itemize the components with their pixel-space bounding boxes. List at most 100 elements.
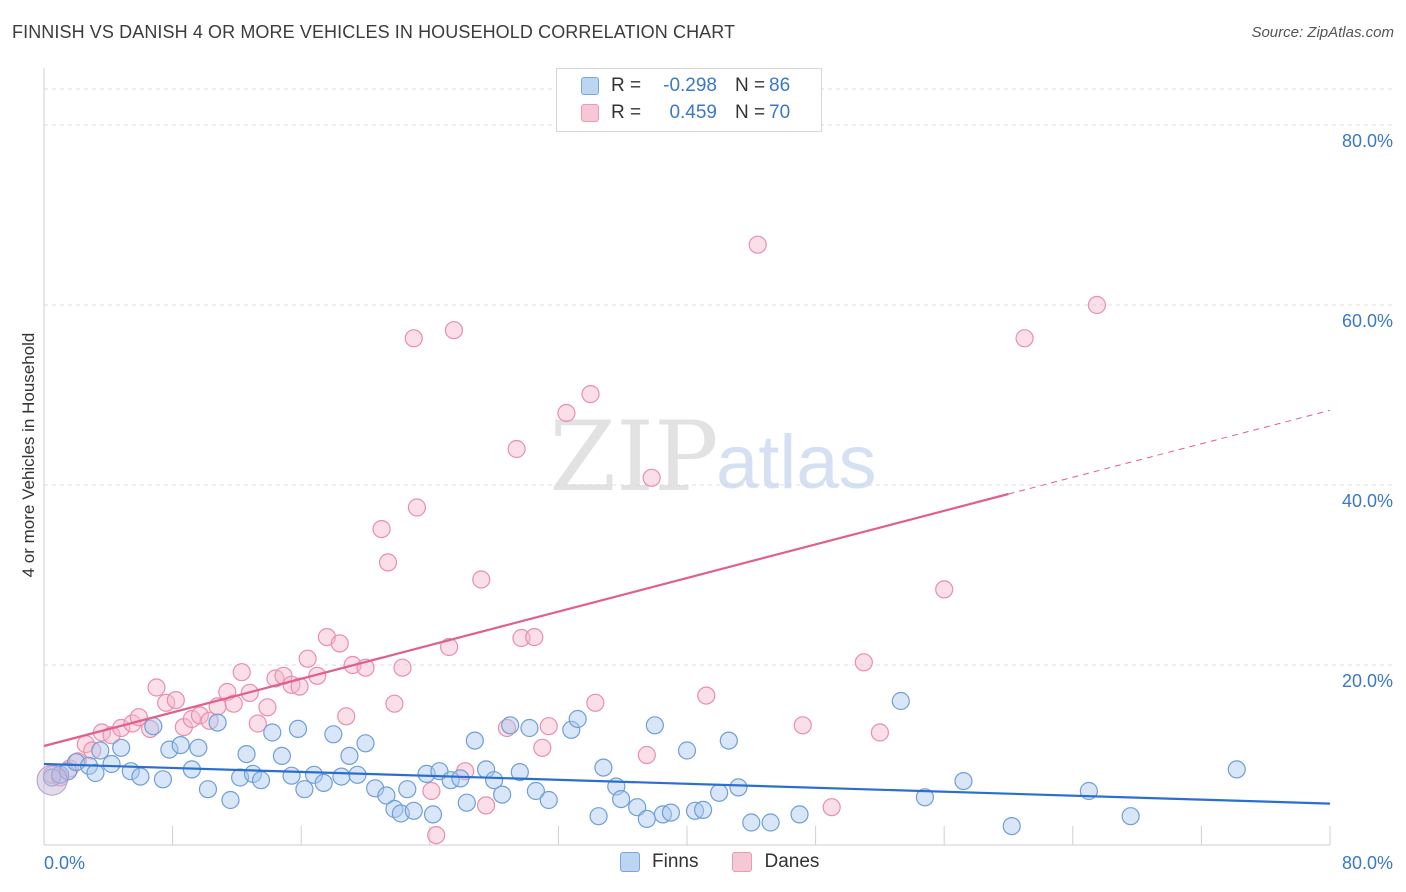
danes-point — [476, 796, 496, 815]
tick-labels: 20.0% 40.0% 60.0% 80.0% 0.0% 80.0% — [44, 131, 1393, 873]
finns-point — [160, 740, 179, 759]
finns-point — [398, 780, 417, 799]
danes-point — [507, 439, 526, 459]
danes-point — [870, 723, 890, 742]
finns-point — [189, 738, 208, 757]
legend-swatch-danes — [581, 104, 599, 122]
finns-point — [288, 719, 308, 739]
finns-point — [1002, 816, 1021, 836]
finns-point — [628, 798, 647, 817]
danes-point — [147, 678, 166, 697]
axes — [43, 68, 1331, 846]
danes-point — [533, 738, 552, 757]
finns-point — [324, 725, 343, 744]
finns-point — [423, 805, 443, 824]
finns-point — [237, 744, 256, 764]
y-axis-label: 4 or more Vehicles in Household — [19, 333, 38, 578]
finns-point — [501, 716, 520, 735]
source-label: Source: ZipAtlas.com — [1251, 24, 1394, 41]
danes-point — [586, 693, 605, 712]
danes-point — [232, 663, 251, 682]
danes-point — [330, 634, 349, 653]
finns-point — [282, 766, 301, 785]
cluster-point — [36, 764, 68, 796]
danes-point — [1087, 295, 1107, 315]
danes-point — [525, 627, 544, 647]
danes-point — [298, 649, 317, 668]
danes-point — [393, 658, 412, 677]
finns-point — [493, 785, 512, 804]
finns-point — [153, 770, 173, 789]
finns-point — [340, 746, 359, 766]
finns-series — [36, 691, 1246, 836]
legend-r-value: -0.298 — [663, 75, 717, 96]
finns-point — [520, 718, 539, 738]
finns-point — [251, 771, 271, 790]
correlation-legend: R = -0.298 N = 86 R = 0.459 N = 70 — [556, 68, 822, 132]
finns-point — [1227, 760, 1246, 779]
finns-point — [485, 771, 504, 790]
series-legend-danes: Danes — [732, 851, 819, 873]
finns-point — [915, 788, 935, 807]
finns-point — [366, 779, 385, 798]
danes-point — [248, 714, 267, 733]
finns-point — [263, 723, 282, 742]
finns-point — [86, 763, 105, 783]
finns-point — [1121, 807, 1140, 826]
finns-point — [539, 790, 558, 810]
series-legend: Finns Danes — [620, 851, 853, 873]
legend-n-label: N = — [735, 102, 766, 123]
x-tick-label: 80.0% — [1342, 853, 1393, 873]
y-tick-label: 80.0% — [1342, 131, 1393, 151]
finns-point — [91, 741, 110, 760]
finns-point — [356, 734, 375, 753]
danes-point — [385, 694, 404, 713]
finns-point — [729, 778, 748, 797]
legend-swatch-finns — [581, 77, 599, 95]
danes-trend-extension — [1008, 409, 1331, 495]
legend-row-finns: R = -0.298 N = 86 — [581, 73, 790, 99]
finns-point — [661, 803, 681, 822]
finns-point — [790, 805, 809, 824]
finns-point — [221, 790, 240, 810]
finns-point — [295, 780, 314, 799]
watermark-zip: ZIP — [549, 401, 718, 513]
finns-point — [719, 731, 738, 750]
finns-point — [377, 786, 396, 805]
y-tick-label: 60.0% — [1342, 311, 1393, 331]
finns-point — [171, 735, 190, 755]
legend-r-label: R = — [611, 75, 642, 96]
finns-point — [589, 807, 608, 826]
finns-point — [131, 767, 150, 786]
danes-point — [539, 717, 558, 736]
danes-point — [822, 798, 841, 817]
danes-point — [404, 329, 423, 348]
finns-point — [272, 746, 292, 766]
finns-point — [611, 789, 631, 809]
finns-point — [314, 773, 333, 793]
finns-point — [677, 741, 697, 760]
y-tick-label: 40.0% — [1342, 491, 1393, 511]
legend-n-label: N = — [735, 75, 766, 96]
danes-point — [497, 718, 517, 738]
danes-point — [793, 716, 812, 735]
danes-point — [439, 637, 459, 657]
danes-point — [337, 707, 356, 726]
finns-point — [112, 738, 131, 757]
legend-swatch-danes — [732, 852, 753, 872]
danes-point — [258, 698, 277, 717]
watermark: ZIP atlas — [549, 401, 876, 513]
danes-point — [748, 235, 767, 254]
watermark-atlas: atlas — [716, 420, 877, 505]
legend-label-danes: Danes — [764, 851, 820, 872]
finns-point — [637, 809, 656, 829]
danes-point — [444, 321, 464, 340]
finns-point — [710, 783, 729, 802]
danes-point — [472, 570, 491, 589]
finns-point — [954, 771, 973, 791]
legend-label-finns: Finns — [652, 851, 699, 872]
danes-point — [190, 706, 210, 725]
trend-lines — [43, 409, 1331, 805]
gridlines — [44, 88, 1394, 666]
